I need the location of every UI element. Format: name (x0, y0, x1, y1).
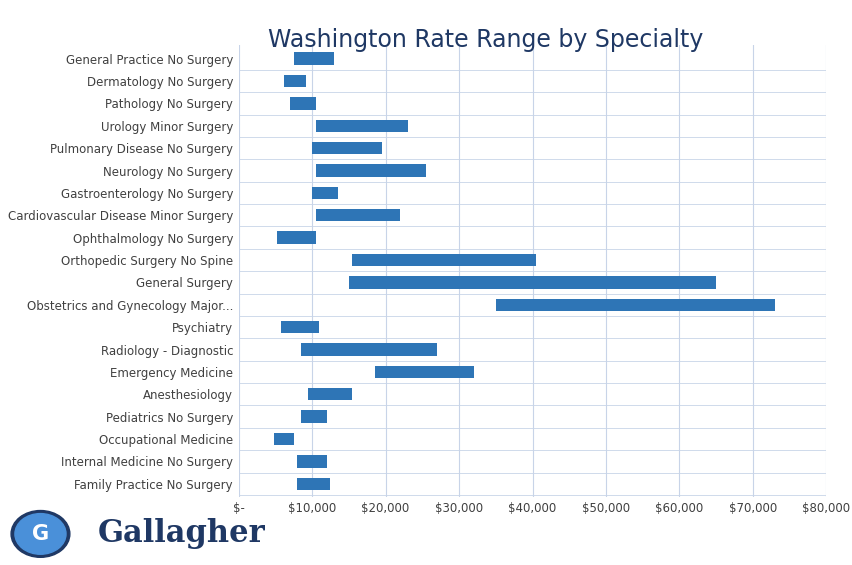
Text: Washington Rate Range by Specialty: Washington Rate Range by Specialty (268, 28, 704, 52)
Bar (316, 209, 400, 221)
Text: Gallagher: Gallagher (98, 519, 266, 549)
Bar (297, 477, 331, 490)
Bar (301, 411, 327, 423)
Bar (294, 53, 334, 65)
Text: G: G (32, 524, 49, 544)
Bar (297, 455, 327, 468)
Bar (375, 366, 474, 378)
Bar (301, 344, 437, 356)
Circle shape (11, 511, 70, 557)
Bar (277, 232, 316, 244)
Circle shape (15, 514, 66, 554)
Bar (312, 186, 337, 199)
Bar (290, 97, 316, 110)
Bar (273, 433, 294, 445)
Bar (496, 299, 775, 311)
Bar (353, 254, 536, 266)
Bar (284, 75, 306, 87)
Bar (281, 321, 320, 333)
Bar (308, 388, 353, 401)
Bar (312, 142, 382, 154)
Bar (316, 164, 426, 177)
Bar (348, 276, 717, 289)
Bar (316, 120, 407, 132)
